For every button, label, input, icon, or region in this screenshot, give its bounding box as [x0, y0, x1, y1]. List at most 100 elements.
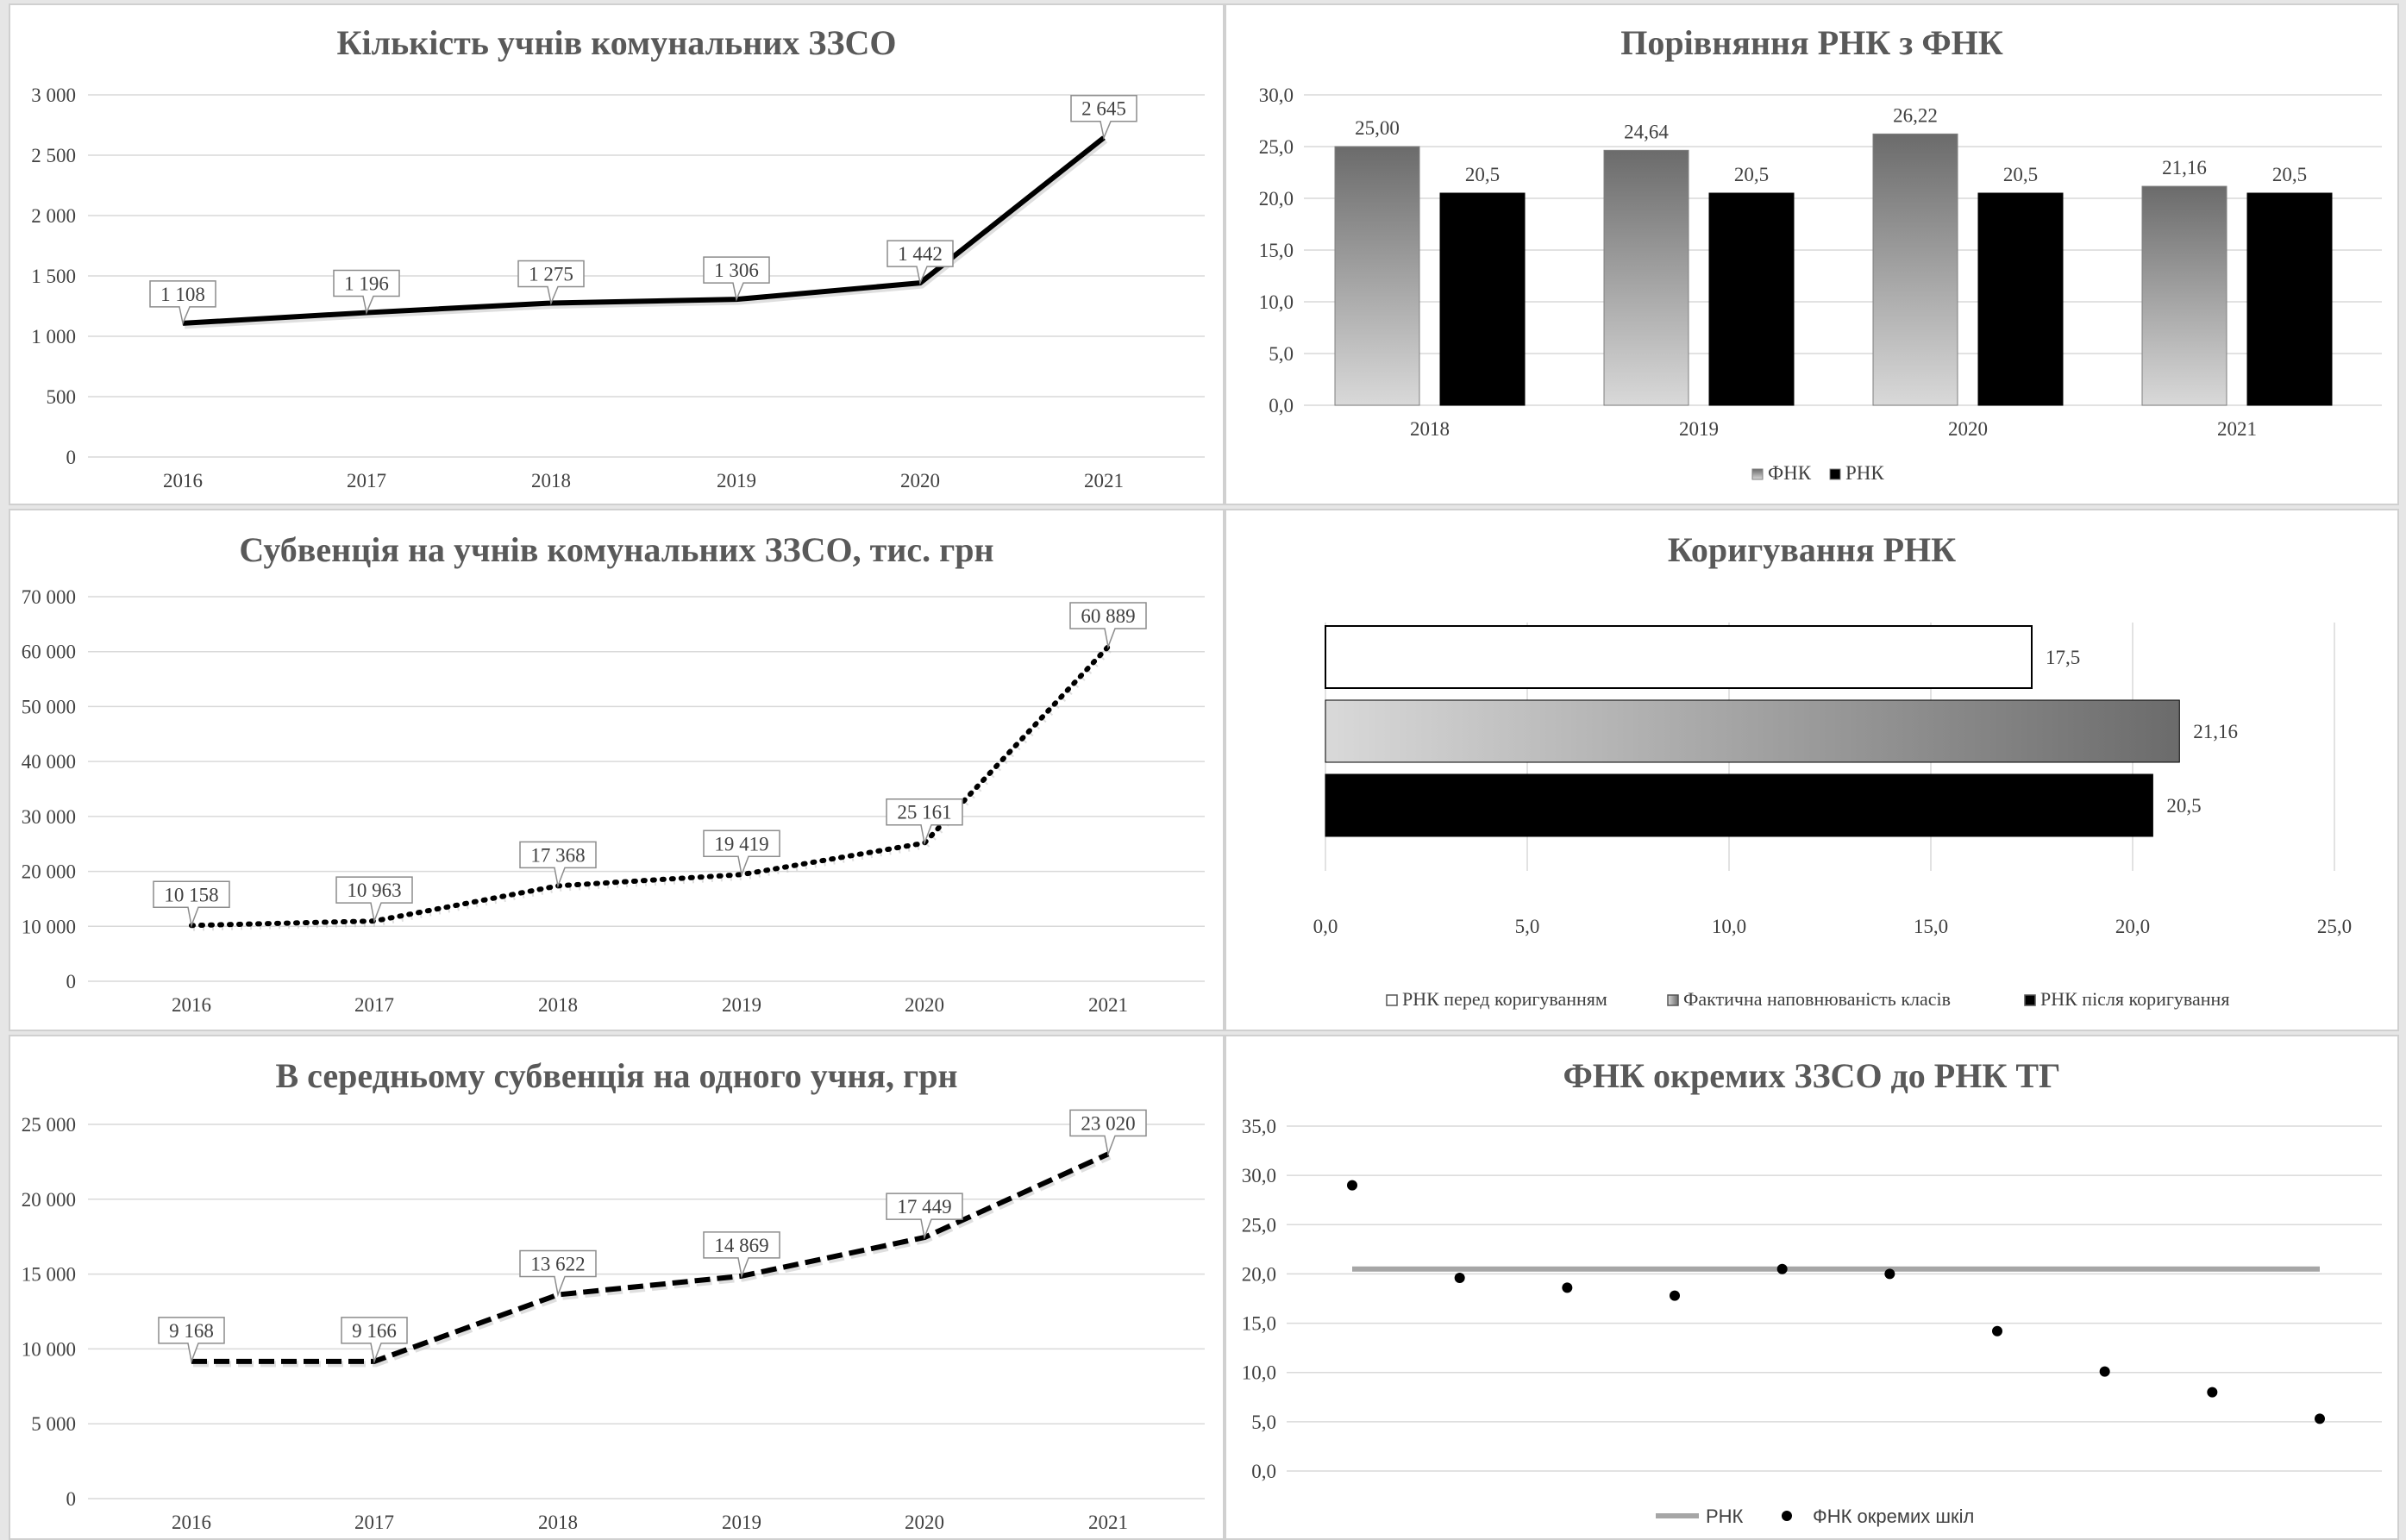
x-tick-label: 2016 [163, 470, 203, 491]
x-tick-label: 2017 [354, 994, 394, 1016]
bar [1708, 192, 1795, 406]
scatter-point [1992, 1325, 2002, 1337]
data-label: 17 449 [897, 1196, 951, 1218]
legend-label: РНК [1845, 462, 1884, 484]
y-tick-label: 25,0 [1242, 1214, 1276, 1236]
chart-title: Кількість учнів комунальних ЗЗСО [336, 23, 897, 62]
chart-title: ФНК окремих ЗЗСО до РНК ТГ [1563, 1056, 2061, 1095]
x-tick-label: 2017 [347, 470, 386, 491]
series-line [191, 1151, 1110, 1364]
x-tick-label: 20,0 [2115, 916, 2150, 937]
series-line [189, 644, 1111, 929]
data-label-callout [333, 269, 400, 316]
x-tick-label: 2020 [900, 470, 940, 491]
scatter-point [2315, 1413, 2325, 1424]
bar [2141, 185, 2227, 406]
compare-chart-panel: Порівняння РНК з ФНК 0,0 5,0 10,0 15,0 20,0 2… [1225, 3, 2399, 505]
data-label: 20,5 [1465, 164, 1500, 185]
y-tick-label: 50 000 [22, 696, 76, 717]
x-tick-label: 2021 [1088, 994, 1128, 1016]
data-label: 9 166 [352, 1320, 397, 1342]
students-chart-panel: Кількість учнів комунальних ЗЗСО 0 500 1 0… [9, 3, 1225, 505]
y-tick-label: 30,0 [1242, 1165, 1276, 1186]
data-label: 10 963 [347, 880, 401, 901]
legend-label: РНК після коригування [2040, 988, 2229, 1010]
legend-label: РНК перед коригуванням [1402, 988, 1607, 1010]
legend-swatch [1782, 1511, 1792, 1521]
y-tick-label: 1 500 [31, 266, 76, 287]
data-label: 1 108 [160, 284, 205, 305]
x-tick-label: 2016 [172, 994, 211, 1016]
bar [1334, 146, 1420, 406]
correction-chart: 0,0 5,0 10,0 15,0 20,0 25,0 17,5 21,16 20,5 РНК п… [1313, 623, 2352, 1010]
compare-chart: 0,0 5,0 10,0 15,0 20,0 25,0 30,0 2018 25,00 20,5 2… [1259, 85, 2382, 484]
data-label: 17 368 [530, 844, 585, 866]
x-tick-label: 2019 [1679, 418, 1719, 440]
schools-chart-panel: ФНК окремих ЗЗСО до РНК ТГ 0,0 5,0 10,0 15,… [1225, 1035, 2399, 1540]
data-label-callout [886, 798, 963, 846]
chart-title: Порівняння РНК з ФНК [1620, 23, 2003, 62]
y-tick-label: 0 [66, 1488, 77, 1510]
data-label: 14 869 [714, 1235, 768, 1256]
y-tick-label: 5,0 [1251, 1412, 1276, 1433]
y-tick-label: 3 000 [31, 85, 76, 106]
legend-label: Фактична наповнюваність класів [1683, 988, 1951, 1010]
data-label: 20,5 [2166, 795, 2201, 817]
y-tick-label: 10 000 [22, 1338, 76, 1360]
students-chart: 0 500 1 000 1 500 2 000 2 500 3 000 2016 2017 201… [31, 85, 1205, 491]
x-tick-label: 2016 [172, 1512, 211, 1533]
chart-title: Субвенція на учнів комунальних ЗЗСО, тис… [239, 530, 994, 569]
y-tick-label: 2 500 [31, 145, 76, 166]
data-label-callout [703, 256, 770, 302]
x-tick-label: 5,0 [1515, 916, 1540, 937]
correction-chart-panel: Коригування РНК 0,0 5,0 10,0 15,0 20,0 25,0 17… [1225, 509, 2399, 1031]
bar [1603, 149, 1689, 406]
legend-label: ФНК [1768, 462, 1812, 484]
x-tick-label: 2017 [354, 1512, 394, 1533]
data-label: 21,16 [2193, 721, 2238, 742]
data-label-callout [1069, 602, 1147, 649]
data-label: 17,5 [2046, 647, 2080, 668]
chart-title: В середньому субвенція на одного учня, г… [275, 1056, 958, 1095]
x-tick-label: 2021 [1084, 470, 1124, 491]
scatter-point [1776, 1263, 1788, 1274]
data-label: 20,5 [2003, 164, 2038, 185]
legend-swatch [1829, 468, 1841, 480]
legend-swatch [1751, 468, 1764, 480]
data-label-callout [887, 240, 954, 285]
bar [1872, 133, 1958, 406]
y-tick-label: 0 [66, 971, 77, 992]
y-tick-label: 40 000 [22, 751, 76, 773]
x-tick-label: 2020 [905, 994, 944, 1016]
data-label: 60 889 [1081, 605, 1135, 627]
x-tick-label: 2018 [531, 470, 571, 491]
data-label: 23 020 [1081, 1112, 1135, 1134]
scatter-point [2099, 1366, 2110, 1377]
data-label-callout [1069, 1109, 1147, 1157]
series-shadow [192, 1154, 1112, 1368]
legend-swatch [1386, 994, 1398, 1006]
bar [1325, 773, 2153, 837]
y-tick-label: 25,0 [1259, 136, 1294, 158]
data-label-callout [335, 876, 413, 923]
legend-swatch [2024, 994, 2036, 1006]
data-label: 19 419 [714, 833, 768, 855]
data-label: 24,64 [1624, 121, 1669, 142]
data-label: 13 622 [530, 1254, 585, 1275]
perstudent-chart: 0 5 000 10 000 15 000 20 000 25 000 2016 2017 20… [22, 1109, 1205, 1533]
chart-title: Коригування РНК [1667, 530, 1957, 569]
y-tick-label: 0 [66, 447, 77, 468]
data-label: 9 168 [169, 1320, 214, 1342]
data-label-callout [1070, 94, 1137, 141]
y-tick-label: 60 000 [22, 642, 76, 663]
data-label: 2 645 [1081, 98, 1126, 120]
schools-chart: 0,0 5,0 10,0 15,0 20,0 25,0 30,0 35,0 РНК ФНК окр… [1242, 1116, 2382, 1527]
x-tick-label: 25,0 [2317, 916, 2352, 937]
scatter-point [2207, 1387, 2218, 1398]
bar [1439, 192, 1526, 406]
x-tick-label: 2020 [1948, 418, 1988, 440]
bar [1977, 192, 2064, 406]
x-tick-label: 10,0 [1712, 916, 1746, 937]
y-tick-label: 20 000 [22, 861, 76, 883]
legend-label: ФНК окремих шкіл [1813, 1506, 1974, 1527]
